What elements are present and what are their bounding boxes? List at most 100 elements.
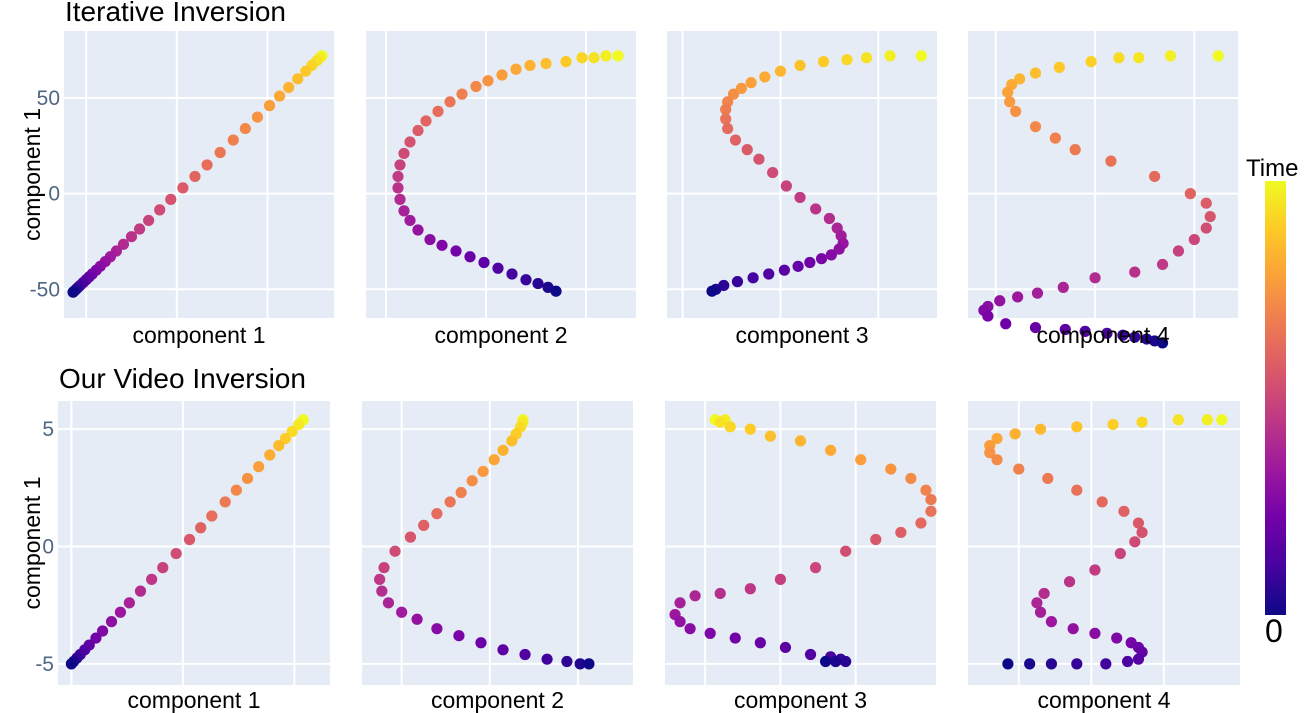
data-point xyxy=(241,472,254,485)
data-point xyxy=(123,597,135,609)
data-point xyxy=(745,77,757,89)
x-axis-label: component 2 xyxy=(435,322,568,348)
data-point xyxy=(1136,526,1148,539)
x-axis-label: component 2 xyxy=(431,687,564,713)
data-point xyxy=(1014,73,1026,85)
data-point xyxy=(1133,52,1145,64)
data-point xyxy=(470,80,482,93)
data-point xyxy=(870,533,882,546)
data-point xyxy=(747,272,759,284)
data-point xyxy=(466,475,478,487)
data-point xyxy=(273,90,286,102)
data-point xyxy=(1089,272,1101,284)
data-point xyxy=(1121,655,1134,668)
data-point xyxy=(804,648,817,661)
data-point xyxy=(492,262,504,274)
data-point xyxy=(264,449,276,461)
data-point xyxy=(1053,61,1065,73)
data-point xyxy=(165,193,177,205)
data-point xyxy=(982,310,994,322)
data-point xyxy=(720,103,732,116)
data-point xyxy=(1129,266,1141,278)
data-point xyxy=(1172,245,1185,257)
data-point xyxy=(841,54,853,66)
data-point xyxy=(1156,337,1169,349)
data-point xyxy=(436,239,448,251)
data-point xyxy=(729,134,742,146)
data-point xyxy=(1156,258,1169,271)
data-point xyxy=(96,625,109,637)
data-point xyxy=(722,122,734,135)
data-point xyxy=(885,463,897,475)
data-point xyxy=(759,71,771,83)
data-point xyxy=(378,562,390,574)
data-point xyxy=(1002,658,1014,670)
data-point xyxy=(774,573,787,585)
data-point xyxy=(744,423,756,435)
panel-component-1: component 1 xyxy=(58,401,330,713)
data-point xyxy=(219,496,231,508)
data-point xyxy=(1132,517,1145,529)
data-point xyxy=(1079,325,1091,337)
data-point xyxy=(450,245,462,257)
data-point xyxy=(477,465,489,478)
data-point xyxy=(125,231,138,243)
y-axis-label: component 1 xyxy=(19,477,45,610)
data-point xyxy=(418,519,430,531)
data-point xyxy=(825,249,837,261)
data-point xyxy=(510,63,522,75)
data-point xyxy=(1111,632,1123,644)
data-point xyxy=(815,253,828,265)
colorbar-title: Time xyxy=(1246,155,1298,182)
data-point xyxy=(382,597,395,609)
data-point xyxy=(105,616,118,628)
data-point xyxy=(840,655,852,668)
data-point xyxy=(1118,505,1130,517)
data-point xyxy=(840,545,852,557)
data-point xyxy=(67,286,79,298)
data-point xyxy=(735,82,747,94)
data-point xyxy=(819,655,832,668)
data-point xyxy=(455,486,467,499)
data-point xyxy=(830,655,842,668)
data-point xyxy=(1184,188,1196,200)
data-point xyxy=(855,454,867,466)
data-point xyxy=(560,56,572,68)
data-point xyxy=(398,205,410,217)
data-point xyxy=(117,238,130,250)
y-tick-label: 0 xyxy=(48,183,60,206)
data-point xyxy=(456,88,468,100)
data-point xyxy=(201,159,213,171)
data-point xyxy=(1034,423,1047,435)
data-point xyxy=(396,606,408,618)
data-point xyxy=(1045,658,1058,670)
data-point xyxy=(1000,318,1012,330)
data-point xyxy=(478,256,490,269)
data-point xyxy=(576,52,588,64)
data-point xyxy=(994,295,1006,307)
data-point xyxy=(1117,329,1129,341)
data-point xyxy=(1029,67,1042,79)
data-point xyxy=(253,461,265,473)
data-point xyxy=(706,285,718,297)
data-point xyxy=(925,505,937,517)
data-point xyxy=(404,531,417,543)
data-point xyxy=(1034,606,1047,618)
data-point xyxy=(550,285,562,297)
data-point xyxy=(394,193,406,205)
data-point xyxy=(804,256,816,269)
panel-component-4: component 4 xyxy=(968,31,1238,349)
data-point xyxy=(1107,418,1119,431)
data-point xyxy=(239,122,251,135)
data-point xyxy=(1204,210,1216,223)
data-point xyxy=(794,435,807,447)
data-point xyxy=(1188,233,1200,246)
data-point xyxy=(674,616,686,628)
data-point xyxy=(1089,627,1101,639)
data-point xyxy=(392,182,404,194)
data-point xyxy=(600,50,612,62)
data-point xyxy=(704,627,716,639)
data-point xyxy=(809,562,822,574)
data-point xyxy=(1085,56,1097,68)
data-point xyxy=(920,484,932,496)
